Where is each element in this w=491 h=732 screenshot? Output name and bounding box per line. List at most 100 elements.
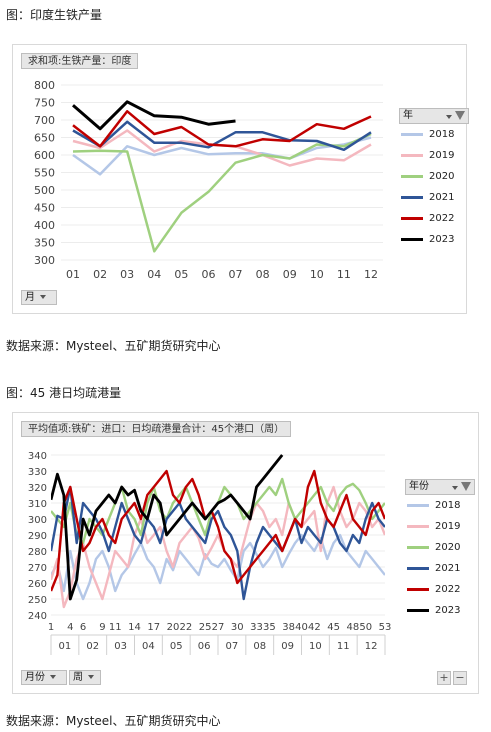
- chart2-y-tick-label: 310: [28, 499, 47, 510]
- chart2-week-field-button[interactable]: 周: [69, 670, 101, 685]
- chart1-legend-item-2018[interactable]: 2018: [399, 124, 469, 145]
- collapse-button[interactable]: −: [453, 671, 467, 685]
- chart2-legend-item-2018[interactable]: 2018: [405, 495, 475, 516]
- chart1-legend-item-2023[interactable]: 2023: [399, 229, 469, 250]
- chart2-month-label: 07: [226, 641, 239, 652]
- chart2-x-tick-label: 17: [147, 622, 160, 633]
- chart2-month-label: 02: [86, 641, 99, 652]
- chart2-month-label: 05: [170, 641, 183, 652]
- chart1-legend-header[interactable]: 年: [399, 108, 469, 124]
- chart2-x-tick-label: 45: [327, 622, 340, 633]
- chart1-y-tick-label: 800: [34, 79, 55, 92]
- chart1-y-tick-label: 300: [34, 254, 55, 267]
- chart2-x-tick-label: 25: [199, 622, 212, 633]
- chart1-month-field-button[interactable]: 月: [21, 290, 57, 305]
- chart1-y-tick-label: 500: [34, 184, 55, 197]
- chart2-y-tick-label: 340: [28, 451, 47, 462]
- chart2-x-tick-label: 53: [379, 622, 392, 633]
- chart2-legend-label: 2020: [435, 542, 461, 553]
- chevron-down-icon: [446, 115, 452, 119]
- chart2-x-tick-label: 22: [180, 622, 193, 633]
- chart2-x-tick-label: 4: [67, 622, 73, 633]
- chart1-panel: 求和项:生铁产量：印度 300 350 400 450 500 550 600 650 700 7…: [12, 44, 469, 314]
- chart2-month-label: 08: [253, 641, 266, 652]
- chart1-series-line-2023: [72, 100, 236, 131]
- chart1-legend-swatch: [401, 196, 423, 199]
- expand-button[interactable]: +: [437, 671, 451, 685]
- chart1-x-tick-label: 05: [174, 268, 188, 281]
- chart2-legend-label: 2019: [435, 521, 461, 532]
- chart1-x-tick-label: 06: [201, 268, 215, 281]
- chart2-x-tick-label: 6: [80, 622, 86, 633]
- chart2-month-label: 01: [59, 641, 72, 652]
- chart1-x-tick-label: 10: [310, 268, 324, 281]
- chevron-down-icon: [40, 295, 46, 299]
- chart2-x-tick-label: 42: [308, 622, 321, 633]
- chart2-x-tick-label: 48: [347, 622, 360, 633]
- chart2-legend-item-2022[interactable]: 2022: [405, 579, 475, 600]
- chart1-x-tick-label: 02: [93, 268, 107, 281]
- chart2-y-tick-label: 270: [28, 563, 47, 574]
- chart2-month-label: 04: [142, 641, 155, 652]
- chart2-y-tick-label: 330: [28, 467, 47, 478]
- chart2-series-line-2019: [51, 485, 385, 609]
- chart2-legend-item-2019[interactable]: 2019: [405, 516, 475, 537]
- chart2-legend-item-2021[interactable]: 2021: [405, 558, 475, 579]
- chart2-x-tick-label: 9: [99, 622, 105, 633]
- chart1-legend-label: 2023: [429, 234, 455, 245]
- chart1-source: 数据来源：Mysteel、五矿期货研究中心: [6, 339, 221, 353]
- chart1-legend-title: 年: [403, 110, 413, 121]
- chart1-y-tick-label: 350: [34, 237, 55, 250]
- chart2-x-tick-label: 35: [263, 622, 276, 633]
- chart1-series-line-2022: [72, 110, 372, 148]
- chart1-month-field-label: 月: [25, 292, 35, 303]
- chart1-legend-swatch: [401, 175, 423, 178]
- chart2-legend-label: 2023: [435, 605, 461, 616]
- chart1-legend-label: 2022: [429, 213, 455, 224]
- chart2-series-group: [51, 454, 385, 609]
- chart2-series-line-2023: [51, 454, 284, 601]
- chart2-series-line-2022: [51, 469, 385, 592]
- chart2-panel: 平均值项:铁矿：进口：日均疏港量合计：45个港口（周） 240 250 260 270…: [12, 412, 479, 694]
- chart2-y-tick-label: 240: [28, 611, 47, 622]
- chart1-legend-label: 2018: [429, 129, 455, 140]
- chart2-x-tick-label: 14: [128, 622, 141, 633]
- chart2-x-tick-label: 33: [250, 622, 263, 633]
- chart2-legend-swatch: [407, 567, 429, 570]
- chart1-legend-item-2021[interactable]: 2021: [399, 187, 469, 208]
- chart1-legend-item-2020[interactable]: 2020: [399, 166, 469, 187]
- chart2-y-tick-label: 320: [28, 483, 47, 494]
- chart2-x-tick-label: 1: [48, 622, 54, 633]
- chart2-legend-header[interactable]: 年份: [405, 479, 475, 495]
- chart2-legend-swatch: [407, 609, 429, 612]
- chart1-y-tick-label: 750: [34, 97, 55, 110]
- chart1-pivot-label[interactable]: 求和项:生铁产量：印度: [21, 53, 139, 69]
- chart1-legend: 年 2018 2019 2020 2021 2022 2023: [399, 108, 469, 250]
- chart1-x-tick-label: 04: [147, 268, 161, 281]
- chart2-x-tick-label: 40: [295, 622, 308, 633]
- filter-icon[interactable]: [455, 111, 465, 120]
- chart1-series-line-2021: [72, 120, 372, 152]
- chart2-month-field-button[interactable]: 月份: [21, 670, 67, 685]
- chart2-legend-label: 2021: [435, 563, 461, 574]
- chart2-pivot-label[interactable]: 平均值项:铁矿：进口：日均疏港量合计：45个港口（周）: [21, 421, 292, 437]
- chart2-legend-item-2020[interactable]: 2020: [405, 537, 475, 558]
- chart1-legend-item-2019[interactable]: 2019: [399, 145, 469, 166]
- chart1-legend-label: 2021: [429, 192, 455, 203]
- filter-icon[interactable]: [461, 482, 471, 491]
- chart1-legend-item-2022[interactable]: 2022: [399, 208, 469, 229]
- chart1-x-tick-label: 11: [337, 268, 351, 281]
- chart1-plot: 300 350 400 450 500 550 600 650 700 750 800 01 02 03 0…: [34, 79, 383, 281]
- chart2-x-tick-label: 27: [212, 622, 225, 633]
- chart2-y-tick-label: 260: [28, 579, 47, 590]
- chart2-legend-label: 2018: [435, 500, 461, 511]
- chart1-x-tick-label: 12: [364, 268, 378, 281]
- chart2-legend-item-2023[interactable]: 2023: [405, 600, 475, 621]
- chart2-x-tick-label: 11: [109, 622, 122, 633]
- chart1-series-line-2020: [72, 132, 372, 253]
- chart2-x-tick-label: 38: [282, 622, 295, 633]
- chart1-x-tick-label: 09: [283, 268, 297, 281]
- chart1-y-tick-label: 650: [34, 132, 55, 145]
- chart1-x-tick-label: 03: [120, 268, 134, 281]
